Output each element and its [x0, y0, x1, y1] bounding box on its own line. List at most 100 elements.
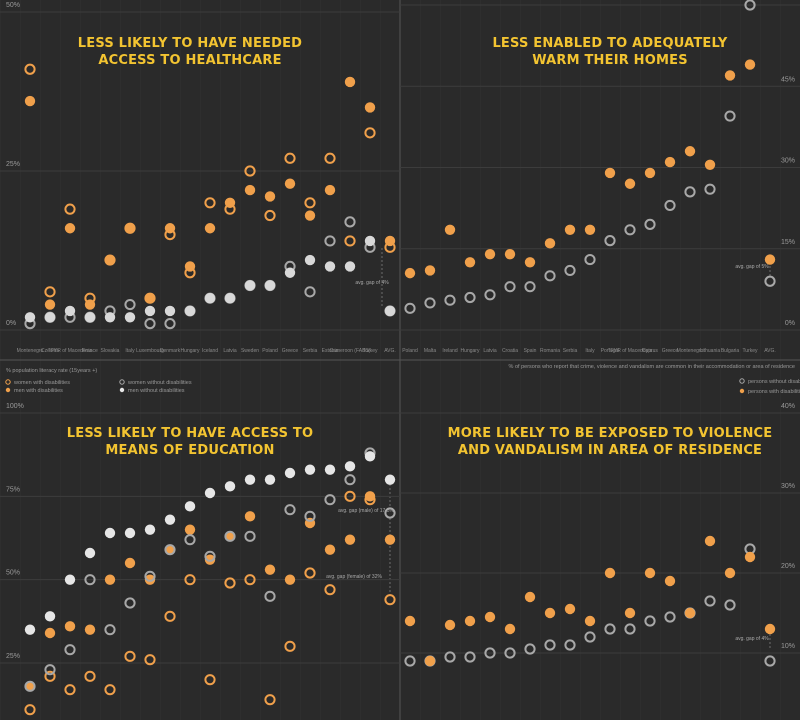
dot [524, 281, 536, 293]
dot [164, 514, 176, 525]
annotation: avg. gap of 4% [735, 636, 769, 642]
legend-label: persons without disabilities [748, 379, 800, 385]
legend-marker [119, 387, 125, 393]
dot [484, 289, 496, 301]
dot [324, 584, 336, 596]
x-tick-label: Romania [540, 348, 560, 354]
dot [544, 238, 556, 249]
dot [484, 611, 496, 623]
dot [304, 464, 316, 475]
dot [744, 551, 756, 563]
x-tick-label: Denmark [160, 348, 181, 354]
dot [24, 63, 36, 75]
dot [564, 264, 576, 277]
dot [84, 574, 96, 586]
dot [404, 267, 416, 279]
dot [744, 0, 756, 11]
dot [604, 623, 616, 635]
dot [344, 261, 356, 272]
dot [244, 511, 256, 522]
legend-marker [119, 379, 125, 385]
dot [64, 574, 76, 585]
x-tick-label: Montenegro [677, 348, 704, 354]
dot [364, 491, 376, 502]
dot [624, 224, 636, 236]
legend-marker [5, 379, 11, 385]
dot [764, 623, 776, 635]
dot [104, 527, 116, 539]
dot [44, 299, 56, 310]
dot [224, 481, 236, 492]
dot [44, 286, 56, 298]
x-tick-label: Slovakia [101, 348, 120, 354]
x-tick-label: Lithuania [700, 348, 721, 354]
panel-title: AND VANDALISM IN AREA OF RESIDENCE [458, 443, 762, 458]
legend-label: men with disabilities [14, 388, 63, 394]
dot [724, 110, 736, 122]
dot [64, 203, 76, 215]
dot [664, 199, 676, 212]
dot [44, 611, 56, 622]
dot [304, 510, 316, 522]
dot [264, 209, 276, 222]
x-tick-label: AVG. [764, 348, 776, 354]
x-tick-label: Malta [424, 348, 436, 354]
x-tick-label: Bulgaria [721, 348, 740, 354]
dot [384, 305, 396, 317]
dot [364, 127, 376, 139]
panel-title: MORE LIKELY TO BE EXPOSED TO VIOLENCE [448, 426, 773, 441]
dot [84, 312, 96, 323]
y-tick-label: 50% [6, 2, 20, 9]
dot [664, 575, 676, 587]
dot [64, 223, 76, 234]
dot [24, 312, 36, 323]
y-tick-label: 40% [781, 403, 795, 410]
dot [544, 270, 556, 282]
dot [504, 623, 516, 635]
dot [264, 474, 276, 485]
dot [504, 281, 516, 293]
dot [564, 603, 576, 615]
dot [304, 286, 316, 298]
x-tick-label: Serbia [563, 348, 578, 354]
annotation: avg. gap of 4% [355, 280, 389, 286]
dot [264, 191, 276, 202]
dot [344, 235, 356, 247]
dot [44, 627, 56, 639]
dot [124, 527, 136, 539]
dot [164, 544, 176, 556]
y-tick-label: 25% [6, 653, 20, 660]
dot [244, 474, 256, 485]
dot [344, 216, 356, 228]
dot [124, 312, 136, 323]
dot [464, 291, 476, 304]
dot [224, 293, 236, 304]
axis-label: % of persons who report that crime, viol… [509, 364, 795, 370]
dot [644, 615, 656, 627]
dot [244, 574, 256, 586]
dot [344, 76, 356, 88]
x-tick-label: Serbia [303, 348, 318, 354]
x-tick-label: Spain [524, 348, 537, 354]
dot [324, 464, 336, 475]
dot [344, 490, 356, 502]
dot [104, 574, 116, 585]
x-tick-label: TFYR of Macedonia [48, 348, 93, 354]
dot [64, 684, 76, 696]
dot [704, 159, 716, 170]
annotation: avg. gap (male) of 17.5% [338, 508, 394, 514]
dot [424, 655, 436, 667]
dot [564, 224, 576, 235]
dot [544, 639, 556, 651]
dot [544, 607, 556, 619]
dot [104, 684, 116, 696]
dot [524, 591, 536, 603]
dot [304, 567, 316, 579]
dot [744, 59, 756, 70]
dot [404, 615, 416, 627]
dot [464, 257, 476, 268]
dot [264, 280, 276, 291]
dot [124, 557, 136, 569]
dot [284, 574, 296, 585]
dot [384, 235, 396, 247]
